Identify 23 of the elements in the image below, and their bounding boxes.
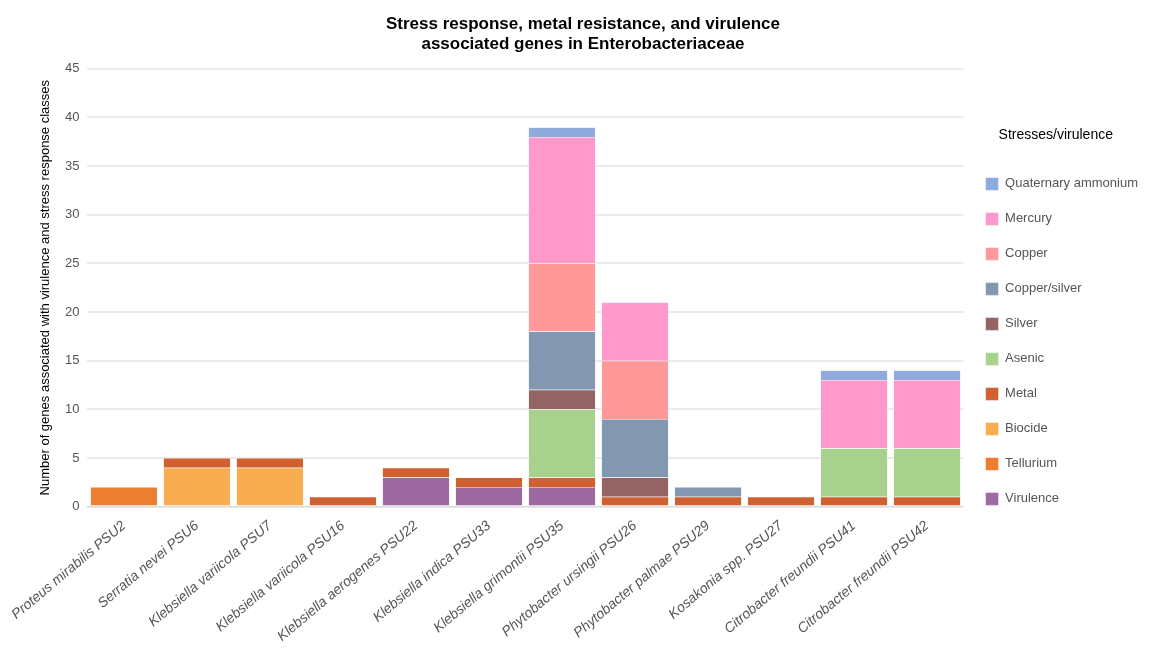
y-axis-title: Number of genes associated with virulence and stress response classes xyxy=(36,79,52,496)
legend-label: Asenic xyxy=(1005,350,1045,366)
legend-label: Copper/silver xyxy=(1005,280,1083,296)
legend-label: Quaternary ammonium xyxy=(1005,175,1139,191)
legend-label: Silver xyxy=(1005,315,1039,331)
y-tick-label: 20 xyxy=(64,303,80,319)
legend-label: Metal xyxy=(1005,385,1037,401)
y-tick-label: 45 xyxy=(64,60,80,76)
legend-label: Biocide xyxy=(1005,420,1048,436)
y-tick-label: 5 xyxy=(72,449,80,465)
legend-label: Tellurium xyxy=(1005,455,1058,471)
y-tick-label: 30 xyxy=(64,206,80,222)
y-tick-label: 0 xyxy=(72,498,80,514)
y-tick-label: 10 xyxy=(64,400,80,416)
chart-title: Stress response, metal resistance, and virulence associated genes in Enterobacteriaceae xyxy=(385,13,781,54)
y-tick-label: 35 xyxy=(64,157,80,173)
y-tick-label: 25 xyxy=(64,254,80,270)
legend-label: Virulence xyxy=(1005,490,1060,506)
y-tick-label: 15 xyxy=(64,352,80,368)
legend-label: Copper xyxy=(1005,245,1049,261)
y-tick-label: 40 xyxy=(64,109,80,125)
legend-label: Mercury xyxy=(1005,210,1053,226)
legend-title: Stresses/virulence xyxy=(998,126,1114,143)
